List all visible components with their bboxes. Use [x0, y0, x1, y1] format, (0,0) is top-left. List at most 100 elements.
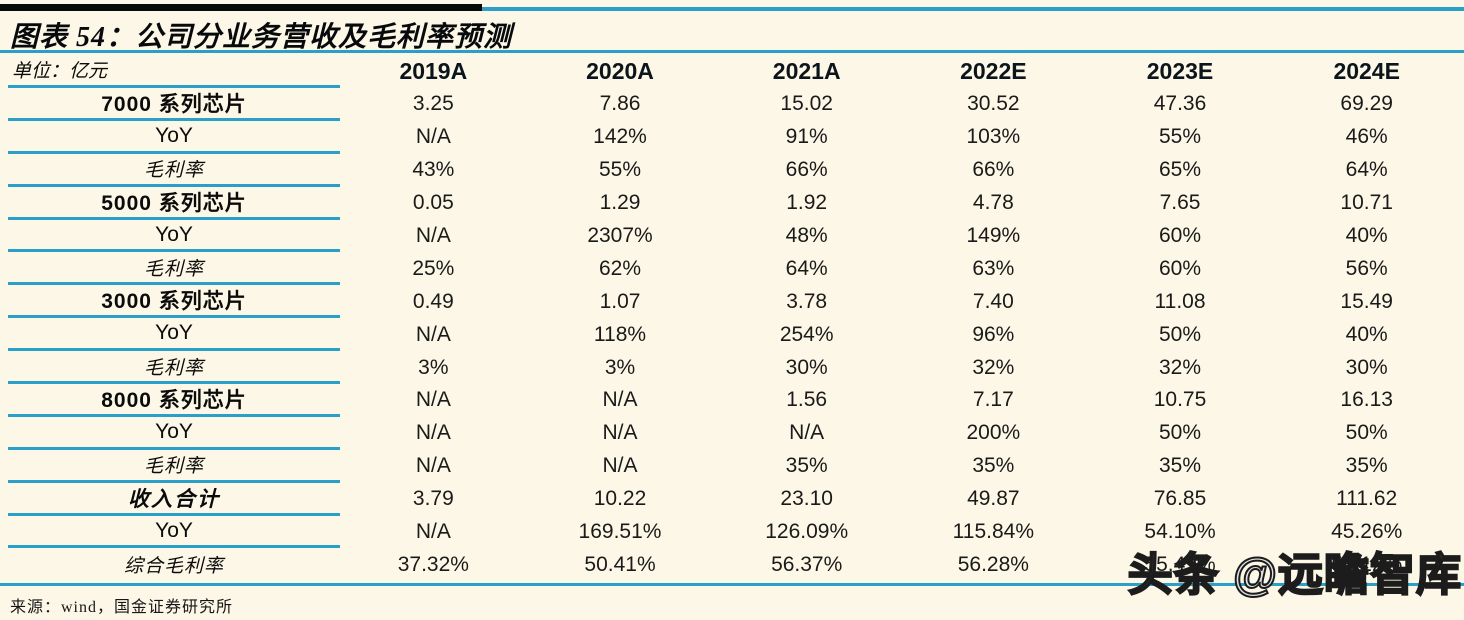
cell-value: 115.84% — [952, 520, 1035, 544]
watermark-text: 头条 @远瞻智库 — [1127, 548, 1462, 601]
cell-value: 64% — [785, 256, 828, 280]
column-header-2023e: 2023E — [1146, 57, 1214, 84]
table-row: YoY N/A 142% 91% 103% 55% 46% — [8, 121, 1460, 154]
cell-value: 55% — [1159, 125, 1202, 149]
cell-value: 1.29 — [599, 191, 641, 215]
cell-value: 3.79 — [412, 487, 454, 511]
table-row: 3000 系列芯片 0.49 1.07 3.78 7.40 11.08 15.4… — [8, 285, 1460, 319]
cell-value: 11.08 — [1154, 289, 1206, 313]
column-header-2020a: 2020A — [586, 57, 654, 84]
row-label: 毛利率 — [8, 351, 340, 385]
figure-title: 图表 54：公司分业务营收及毛利率预测 — [10, 22, 513, 53]
cell-value: 46% — [1345, 125, 1388, 149]
cell-value: 4.78 — [972, 191, 1014, 215]
row-label: YoY — [8, 417, 340, 450]
cell-value: N/A — [789, 421, 825, 445]
row-label: 收入合计 — [8, 483, 340, 516]
cell-value: 7.65 — [1159, 191, 1201, 215]
cell-value: 54.12% — [1331, 552, 1403, 576]
cell-value: 69.29 — [1340, 92, 1393, 116]
cell-value: 64% — [1345, 158, 1388, 182]
cell-value: 66% — [785, 158, 828, 182]
column-header-2024e: 2024E — [1333, 57, 1400, 84]
row-label: 7000 系列芯片 — [8, 88, 340, 121]
row-label: 3000 系列芯片 — [8, 285, 340, 319]
cell-value: 15.49 — [1340, 289, 1393, 313]
cell-value: 55.49% — [1144, 552, 1216, 576]
cell-value: 1.07 — [599, 289, 641, 313]
cell-value: N/A — [415, 421, 451, 445]
cell-value: 15.02 — [780, 92, 833, 116]
title-top-teal-rule — [482, 7, 1464, 11]
cell-value: 56.28% — [957, 552, 1029, 576]
cell-value: 111.62 — [1336, 487, 1398, 511]
table-row: 5000 系列芯片 0.05 1.29 1.92 4.78 7.65 10.71 — [8, 187, 1460, 220]
cell-value: N/A — [415, 322, 451, 346]
row-label: 毛利率 — [8, 154, 340, 187]
cell-value: 1.92 — [786, 191, 828, 215]
cell-value: 10.22 — [593, 487, 647, 511]
cell-value: 56.37% — [771, 552, 843, 576]
cell-value: 254% — [779, 322, 834, 346]
table-row: 毛利率 3% 3% 30% 32% 32% 30% — [8, 351, 1460, 385]
cell-value: 30.52 — [967, 92, 1020, 116]
cell-value: 103% — [966, 125, 1021, 149]
column-header-2022e: 2022E — [960, 57, 1027, 84]
row-label: YoY — [8, 121, 340, 154]
cell-value: 54.10% — [1144, 520, 1216, 544]
cell-value: 50% — [1159, 421, 1202, 445]
cell-value: N/A — [415, 520, 451, 544]
cell-value: 169.51% — [578, 520, 662, 544]
cell-value: 7.40 — [972, 289, 1014, 313]
unit-label: 单位：亿元 — [8, 54, 340, 88]
cell-value: 62% — [598, 256, 642, 280]
cell-value: 56% — [1345, 256, 1388, 280]
row-label: 综合毛利率 — [123, 556, 224, 578]
row-label: 5000 系列芯片 — [8, 187, 340, 220]
table-header-row: 单位：亿元 2019A 2020A 2021A 2022E 2023E 2024… — [8, 54, 1460, 88]
row-label: 8000 系列芯片 — [8, 384, 340, 417]
cell-value: 7.17 — [972, 388, 1014, 412]
cell-value: 32% — [972, 355, 1015, 379]
cell-value: 43% — [412, 158, 455, 182]
cell-value: 91% — [785, 125, 828, 149]
cell-value: 32% — [1159, 355, 1202, 379]
cell-value: 50.41% — [584, 552, 656, 576]
row-label: YoY — [8, 220, 340, 253]
table-row: YoY N/A 169.51% 126.09% 115.84% 54.10% 4… — [8, 516, 1460, 549]
cell-value: 10.71 — [1340, 191, 1393, 215]
column-header-2019a: 2019A — [399, 57, 468, 84]
cell-value: 25% — [412, 256, 455, 280]
cell-value: 200% — [966, 421, 1021, 445]
cell-value: 45.26% — [1331, 520, 1403, 544]
cell-value: 149% — [966, 224, 1021, 247]
table-row: 收入合计 3.79 10.22 23.10 49.87 76.85 111.62 — [8, 483, 1460, 516]
cell-value: 37.32% — [397, 552, 469, 576]
cell-value: 47.36 — [1153, 92, 1207, 116]
cell-value: 35% — [1159, 454, 1202, 478]
cell-value: N/A — [415, 388, 451, 412]
cell-value: 10.75 — [1153, 388, 1207, 412]
cell-value: 40% — [1345, 322, 1388, 346]
cell-value: 60% — [1159, 256, 1202, 280]
cell-value: N/A — [602, 388, 638, 412]
cell-value: 35% — [972, 454, 1015, 478]
cell-value: 96% — [972, 322, 1015, 346]
cell-value: 49.87 — [967, 487, 1020, 511]
cell-value: 76.85 — [1153, 487, 1207, 511]
cell-value: 23.10 — [780, 487, 833, 511]
table-bottom-rule — [0, 583, 1464, 586]
cell-value: 60% — [1159, 224, 1202, 247]
table-row: 毛利率 N/A N/A 35% 35% 35% 35% — [8, 450, 1460, 483]
cell-value: N/A — [602, 454, 638, 478]
title-underline-rule — [0, 50, 1464, 53]
cell-value: 118% — [593, 322, 647, 346]
row-label: YoY — [8, 318, 340, 352]
cell-value: 40% — [1345, 224, 1388, 247]
cell-value: 2307% — [587, 224, 653, 247]
cell-value: 0.49 — [412, 289, 454, 313]
cell-value: 66% — [972, 158, 1015, 182]
cell-value: N/A — [415, 454, 451, 478]
cell-value: 35% — [1345, 454, 1388, 478]
cell-value: 16.13 — [1340, 388, 1393, 412]
